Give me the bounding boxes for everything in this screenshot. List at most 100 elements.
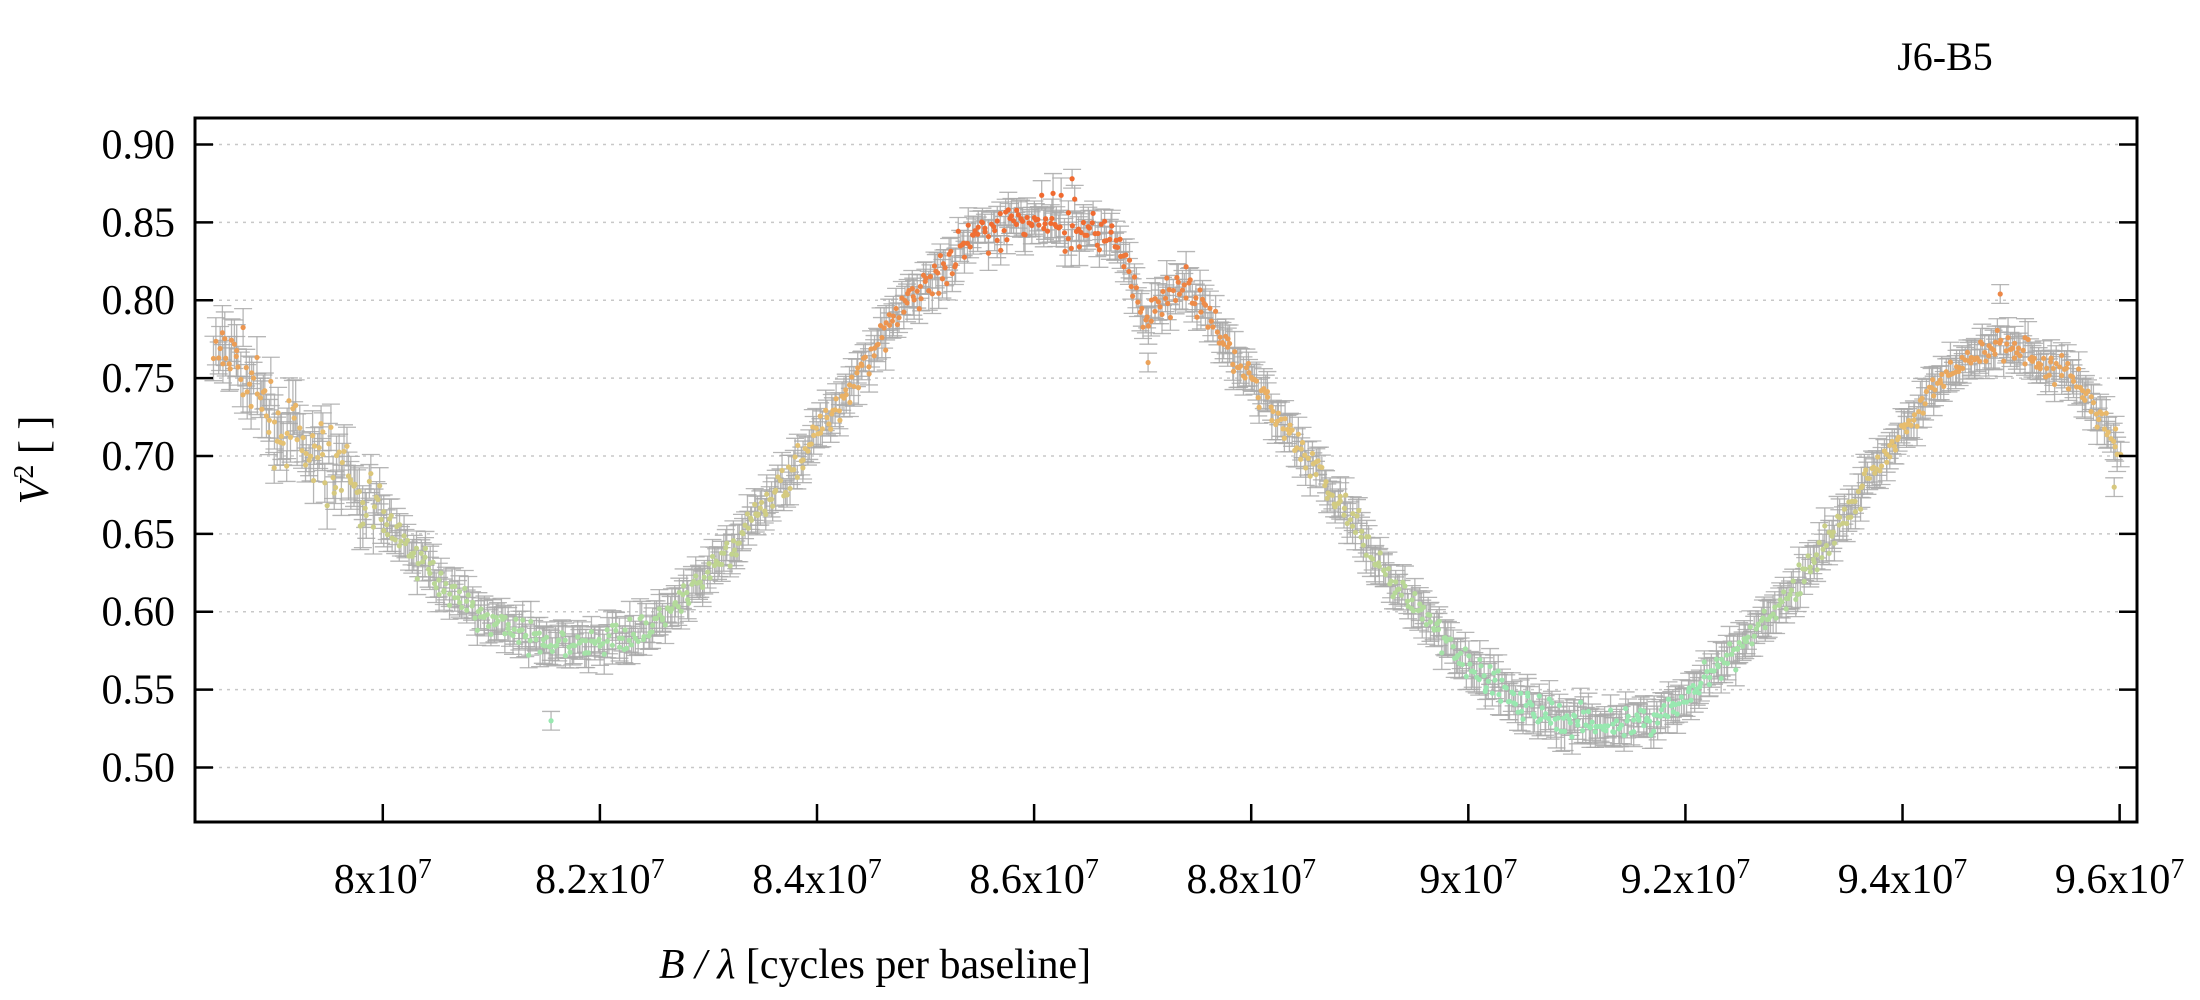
data-point bbox=[1734, 646, 1741, 652]
data-point bbox=[2005, 335, 2011, 341]
data-point bbox=[1968, 360, 1974, 366]
data-point bbox=[1706, 681, 1712, 688]
data-point bbox=[381, 527, 387, 534]
data-point bbox=[2025, 336, 2031, 343]
data-point bbox=[1941, 383, 1947, 390]
data-point bbox=[1761, 608, 1767, 614]
data-point bbox=[328, 424, 334, 430]
data-points bbox=[210, 176, 2124, 740]
data-point bbox=[955, 228, 961, 234]
data-point bbox=[336, 449, 342, 455]
data-point bbox=[2051, 381, 2058, 388]
data-point bbox=[462, 585, 468, 591]
data-point bbox=[1217, 334, 1223, 340]
x-tick-label-exponent: 7 bbox=[1085, 854, 1099, 885]
data-point bbox=[823, 407, 829, 413]
data-point bbox=[505, 621, 511, 627]
data-point bbox=[455, 595, 461, 601]
data-point bbox=[1303, 465, 1309, 471]
data-point bbox=[1556, 702, 1562, 708]
data-point bbox=[404, 537, 410, 544]
data-point bbox=[1139, 305, 1145, 312]
data-point bbox=[1922, 401, 1928, 407]
data-point bbox=[1014, 207, 1020, 213]
data-point bbox=[1574, 718, 1581, 724]
data-point bbox=[1572, 713, 1578, 719]
data-point bbox=[1061, 230, 1068, 236]
data-point bbox=[1343, 492, 1349, 498]
data-point bbox=[1160, 288, 1166, 295]
x-tick-label: 9.4x107 bbox=[1838, 854, 1968, 904]
data-point bbox=[222, 336, 228, 342]
data-point bbox=[310, 477, 317, 484]
data-point bbox=[1745, 634, 1751, 640]
data-point bbox=[339, 459, 345, 466]
data-point bbox=[1747, 624, 1753, 630]
data-point bbox=[585, 650, 592, 656]
y-tick-label: 0.75 bbox=[102, 356, 176, 402]
data-point bbox=[1788, 587, 1795, 593]
data-point bbox=[1807, 569, 1813, 575]
data-point bbox=[243, 365, 249, 371]
data-point bbox=[1029, 222, 1035, 229]
data-point bbox=[495, 618, 501, 624]
data-point bbox=[1506, 698, 1513, 704]
data-point bbox=[707, 575, 713, 581]
data-point bbox=[1419, 616, 1425, 622]
data-point bbox=[368, 470, 374, 477]
data-point bbox=[1587, 725, 1594, 731]
y-tick-label: 0.90 bbox=[102, 122, 176, 168]
data-point bbox=[770, 503, 776, 509]
data-point bbox=[1467, 661, 1473, 667]
data-point bbox=[1686, 685, 1692, 691]
data-point bbox=[1979, 341, 1985, 347]
data-point bbox=[592, 640, 598, 647]
tick-labels: 0.50 0.55 0.60 0.65 0.70 0.75 0.80 0.85 0.90 8x10… bbox=[102, 122, 2185, 903]
data-point bbox=[1707, 674, 1713, 681]
data-point bbox=[1819, 554, 1825, 561]
data-point bbox=[1376, 563, 1382, 569]
data-point bbox=[994, 237, 1000, 243]
data-point bbox=[1068, 245, 1074, 251]
data-point bbox=[562, 637, 568, 643]
data-point bbox=[604, 638, 610, 644]
data-point bbox=[254, 391, 260, 397]
data-point bbox=[733, 552, 739, 558]
data-point bbox=[1813, 552, 1820, 558]
x-tick-label-mantissa: 8.2x10 bbox=[535, 857, 651, 903]
data-point bbox=[464, 598, 470, 604]
data-point bbox=[1701, 674, 1707, 680]
data-point bbox=[889, 318, 896, 324]
data-point bbox=[1096, 247, 1103, 253]
data-point bbox=[1884, 459, 1890, 465]
data-point bbox=[1641, 722, 1647, 729]
data-point bbox=[940, 261, 947, 267]
data-point bbox=[1755, 622, 1761, 628]
data-point bbox=[1719, 656, 1725, 662]
data-point bbox=[1396, 586, 1402, 592]
data-point bbox=[2099, 411, 2105, 417]
data-point bbox=[1739, 643, 1746, 649]
y-tick-label: 0.80 bbox=[102, 278, 176, 324]
data-point bbox=[433, 585, 439, 591]
data-point bbox=[1133, 285, 1139, 291]
data-point bbox=[348, 480, 354, 486]
data-point bbox=[356, 488, 362, 495]
data-point bbox=[1108, 229, 1114, 235]
data-point bbox=[1592, 729, 1598, 735]
data-point bbox=[847, 399, 853, 406]
data-point bbox=[729, 551, 735, 557]
data-point bbox=[1337, 493, 1343, 499]
data-point bbox=[1289, 427, 1295, 433]
data-point bbox=[1875, 454, 1881, 460]
data-point bbox=[223, 355, 229, 361]
x-tick-label-exponent: 7 bbox=[2170, 854, 2184, 885]
data-point bbox=[1435, 626, 1442, 633]
data-point bbox=[1503, 685, 1509, 691]
gridlines bbox=[195, 143, 2137, 769]
data-point bbox=[1243, 365, 1250, 371]
data-point bbox=[630, 631, 637, 637]
data-point bbox=[901, 309, 907, 315]
data-point bbox=[1253, 378, 1260, 384]
data-point bbox=[641, 633, 647, 640]
